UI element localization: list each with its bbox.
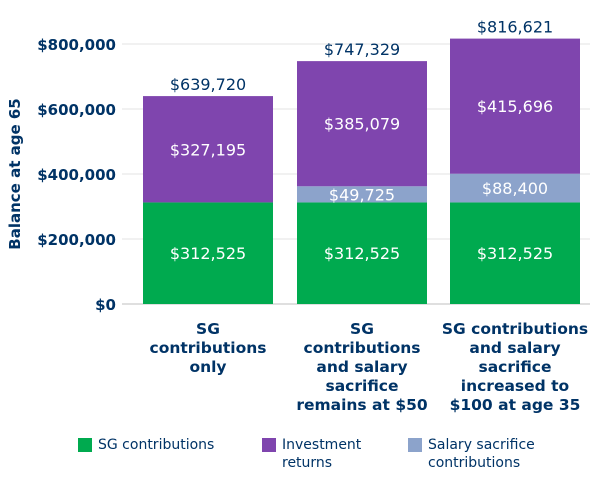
legend-label-sg: SG contributions bbox=[98, 437, 215, 453]
bar-value-label: $312,525 bbox=[324, 244, 400, 263]
x-tick-label: SG bbox=[196, 320, 220, 338]
bar-segment bbox=[297, 202, 427, 304]
y-tick-label: $800,000 bbox=[37, 36, 116, 54]
x-tick-label: sacrifice bbox=[478, 358, 551, 376]
x-tick-label: increased to bbox=[461, 377, 569, 395]
x-tick-label: and salary bbox=[316, 358, 407, 376]
legend-label-salary-line: contributions bbox=[428, 455, 521, 471]
x-tick-label: only bbox=[189, 358, 226, 376]
legend-item-salary-sacrifice: Salary sacrifice contributions bbox=[408, 436, 535, 472]
legend-label-investment-line: returns bbox=[282, 455, 333, 471]
bar-value-label: $312,525 bbox=[170, 244, 246, 263]
bar-segment bbox=[450, 38, 580, 174]
bar-value-label: $88,400 bbox=[482, 179, 548, 198]
legend-item-investment-returns: Investment returns bbox=[262, 436, 361, 472]
bar-value-label: $327,195 bbox=[170, 140, 246, 159]
x-tick-label: sacrifice bbox=[325, 377, 398, 395]
x-tick-label: contributions bbox=[304, 339, 421, 357]
bar-total-label: $816,621 bbox=[477, 18, 553, 37]
y-tick-label: $600,000 bbox=[37, 101, 116, 119]
x-tick-label: SG bbox=[350, 320, 374, 338]
legend: SG contributions Investment returns Sala… bbox=[0, 436, 600, 480]
y-tick-label: $400,000 bbox=[37, 166, 116, 184]
legend-swatch-investment bbox=[262, 438, 276, 452]
bar-value-label: $385,079 bbox=[324, 115, 400, 134]
y-tick-label: $0 bbox=[95, 296, 116, 314]
bar-value-label: $415,696 bbox=[477, 97, 553, 116]
x-tick-label: $100 at age 35 bbox=[450, 396, 581, 414]
bar-total-label: $639,720 bbox=[170, 75, 246, 94]
bar-total-label: $747,329 bbox=[324, 40, 400, 59]
legend-label-investment-line: Investment bbox=[282, 437, 362, 453]
bar-segment bbox=[143, 202, 273, 304]
x-tick-label: and salary bbox=[469, 339, 560, 357]
x-tick-label: contributions bbox=[150, 339, 267, 357]
legend-swatch-salary bbox=[408, 438, 422, 452]
x-tick-label: SG contributions bbox=[442, 320, 588, 338]
bar-value-label: $49,725 bbox=[329, 185, 395, 204]
bar-segment bbox=[297, 61, 427, 187]
bar-value-label: $312,525 bbox=[477, 244, 553, 263]
bar-segment bbox=[143, 96, 273, 203]
legend-swatch-sg bbox=[78, 438, 92, 452]
legend-label-investment: Investment returns bbox=[282, 436, 361, 472]
x-tick-label: remains at $50 bbox=[296, 396, 428, 414]
y-tick-label: $200,000 bbox=[37, 231, 116, 249]
y-axis-title: Balance at age 65 bbox=[6, 98, 24, 249]
legend-item-sg-contributions: SG contributions bbox=[78, 436, 214, 454]
legend-label-salary-line: Salary sacrifice bbox=[428, 437, 535, 453]
bar-segment bbox=[297, 186, 427, 203]
legend-label-salary: Salary sacrifice contributions bbox=[428, 436, 535, 472]
bar-segment bbox=[450, 202, 580, 304]
bar-segment bbox=[450, 173, 580, 203]
